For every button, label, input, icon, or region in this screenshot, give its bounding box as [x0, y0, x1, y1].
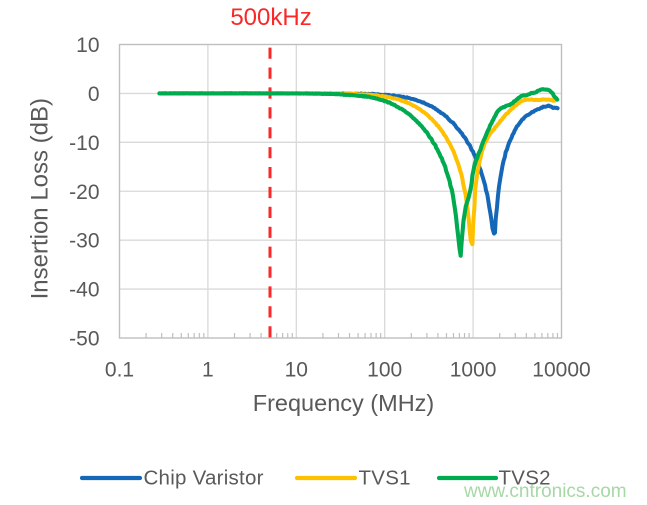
svg-text:-30: -30 — [69, 230, 99, 253]
svg-text:www.cntronics.com: www.cntronics.com — [463, 481, 627, 502]
svg-text:10: 10 — [76, 34, 99, 57]
svg-text:10: 10 — [285, 359, 308, 382]
svg-text:-20: -20 — [69, 181, 99, 204]
svg-text:100: 100 — [367, 359, 402, 382]
svg-text:-40: -40 — [69, 279, 99, 302]
svg-text:-50: -50 — [69, 328, 99, 351]
svg-text:500kHz: 500kHz — [230, 4, 311, 31]
svg-text:Frequency (MHz): Frequency (MHz) — [253, 390, 435, 416]
svg-text:TVS1: TVS1 — [359, 467, 411, 490]
svg-text:1: 1 — [202, 359, 214, 382]
svg-text:-10: -10 — [69, 132, 99, 155]
svg-text:Insertion Loss (dB): Insertion Loss (dB) — [27, 98, 54, 299]
svg-text:TVS2: TVS2 — [499, 467, 551, 490]
svg-text:Chip Varistor: Chip Varistor — [144, 467, 264, 490]
svg-text:0: 0 — [88, 83, 100, 106]
svg-text:10000: 10000 — [532, 359, 590, 382]
svg-text:1000: 1000 — [450, 359, 497, 382]
svg-text:0.1: 0.1 — [105, 359, 134, 382]
